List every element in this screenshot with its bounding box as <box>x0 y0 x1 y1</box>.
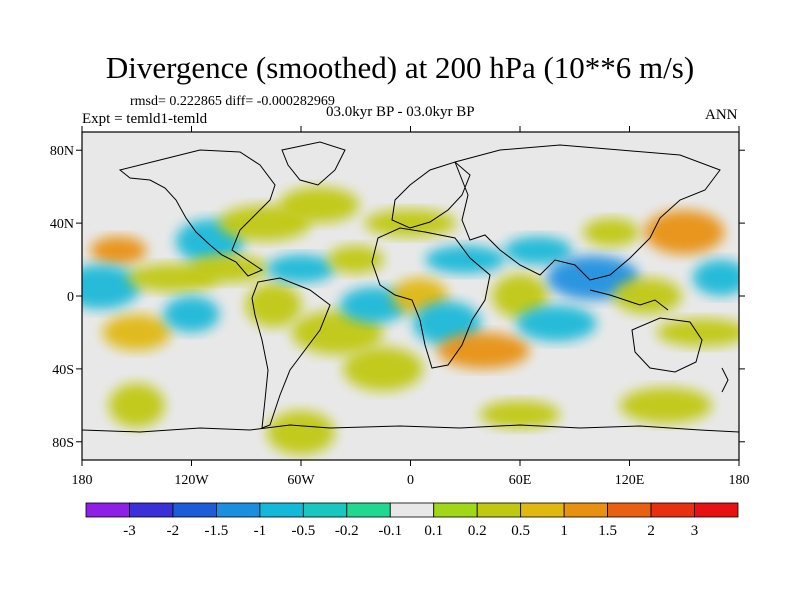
coastline-new-zealand <box>721 367 729 393</box>
colorbar-label: 3 <box>691 523 699 539</box>
coastline-europe <box>391 161 471 229</box>
experiment-label: Expt = temld1-temld <box>82 111 208 127</box>
lon-label: 180 <box>72 473 93 488</box>
colorbar-swatch <box>259 502 304 518</box>
colorbar-label: 0.5 <box>511 523 530 539</box>
coastline-australia <box>631 317 703 373</box>
contour-blob <box>245 283 302 328</box>
lat-label: 40N <box>50 217 74 232</box>
contour-blob <box>547 255 639 300</box>
coastlines <box>82 141 739 433</box>
contour-blob <box>613 278 682 314</box>
coastline-greenland <box>281 141 346 186</box>
colorbar-swatch <box>85 502 130 518</box>
colorbar-swatch <box>607 502 652 518</box>
contour-blob <box>516 305 597 342</box>
colorbar-label: -1.5 <box>205 523 229 539</box>
coastline-indonesia <box>589 289 669 311</box>
contour-blob <box>583 218 640 247</box>
colorbar-label: -0.5 <box>291 523 315 539</box>
colorbar-label: 0.1 <box>424 523 443 539</box>
lat-label: 80S <box>52 436 74 451</box>
colorbar-label: -3 <box>123 523 136 539</box>
colorbar-label: -0.1 <box>378 523 402 539</box>
contour-blob <box>163 296 220 333</box>
divergence-contours <box>82 186 739 455</box>
lat-label: 40S <box>52 363 74 378</box>
contour-blob <box>340 287 408 324</box>
lon-label: 120W <box>174 473 209 488</box>
colorbar-swatch <box>694 502 739 518</box>
contour-blob <box>343 346 424 391</box>
lon-label: 60W <box>287 473 315 488</box>
colorbar-label: 1.5 <box>598 523 617 539</box>
contour-blob <box>364 209 457 238</box>
contour-blob <box>620 387 712 424</box>
contour-blob <box>692 259 739 296</box>
colorbar-swatch <box>129 502 174 518</box>
colorbar-swatch <box>520 502 565 518</box>
contour-blob <box>425 245 506 274</box>
contour-blob <box>327 245 384 274</box>
colorbar-swatch <box>302 502 348 518</box>
colorbar-swatch <box>346 502 391 518</box>
colorbar-swatch <box>389 502 435 518</box>
lon-label: 0 <box>407 473 414 488</box>
contour-blob <box>480 400 560 429</box>
lat-label: 0 <box>67 290 74 305</box>
colorbar-swatch <box>650 502 695 518</box>
coastline-antarctica <box>82 424 739 433</box>
contour-blob <box>267 410 335 455</box>
contour-blob <box>413 301 481 346</box>
contour-blob <box>267 254 335 283</box>
contour-blob <box>108 383 165 428</box>
colorbar-swatch <box>433 502 478 518</box>
contour-blob <box>102 314 171 351</box>
colorbar-label: -2 <box>167 523 180 539</box>
colorbar-label: 2 <box>647 523 655 539</box>
contour-blob <box>82 264 141 309</box>
contour-blob <box>437 332 530 369</box>
rmsd-diff-stats: rmsd= 0.222865 diff= -0.000282969 <box>130 94 335 109</box>
lon-label: 60E <box>509 473 532 488</box>
colorbar-swatch <box>215 502 261 518</box>
colorbar: -3 -2 -1.5 -1 -0.5 -0.2 -0.1 0.1 0.2 0.5 1 1.5 2 3 <box>85 502 739 539</box>
colorbar-swatch <box>476 502 522 518</box>
coastline-south-america <box>251 277 331 429</box>
page-title: Divergence (smoothed) at 200 hPa (10**6 … <box>105 50 695 85</box>
contour-blob <box>644 210 725 255</box>
latitude-axis: 80N 40N 0 40S 80S <box>50 144 745 451</box>
lon-label: 180 <box>729 473 750 488</box>
colorbar-swatch <box>172 502 217 518</box>
period-label: 03.0kyr BP - 03.0kyr BP <box>326 104 475 120</box>
colorbar-label: -0.2 <box>335 523 359 539</box>
contour-blob <box>279 186 360 223</box>
season-label: ANN <box>705 107 738 123</box>
lon-label: 120E <box>615 473 645 488</box>
contour-blob <box>504 236 573 265</box>
colorbar-label: -1 <box>254 523 267 539</box>
contour-blob <box>656 318 739 347</box>
coastline-north-america <box>118 149 276 277</box>
contour-blob <box>90 236 147 265</box>
colorbar-swatch <box>563 502 609 518</box>
colorbar-label: 0.2 <box>468 523 487 539</box>
coastline-asia <box>454 144 721 281</box>
lat-label: 80N <box>50 144 74 159</box>
longitude-axis: 180 120W 60W 0 60E 120E 180 <box>72 126 750 488</box>
coastline-africa <box>371 227 491 369</box>
colorbar-label: 1 <box>560 523 568 539</box>
contour-blob <box>188 254 268 283</box>
contour-blob <box>492 274 548 318</box>
